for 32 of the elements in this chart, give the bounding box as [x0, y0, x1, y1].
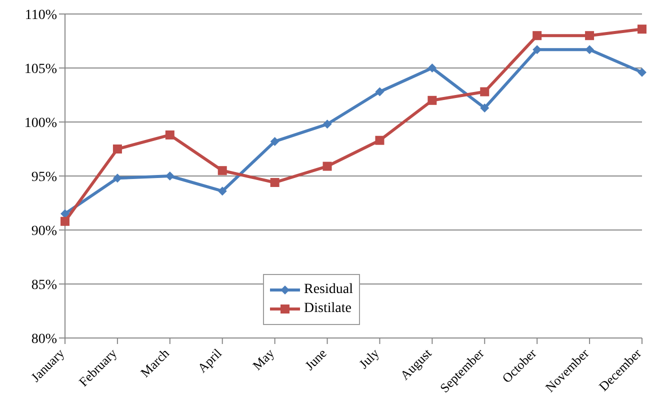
- y-tick-label: 90%: [31, 224, 58, 239]
- point: [638, 24, 646, 34]
- point: [270, 178, 280, 187]
- point: [218, 186, 227, 196]
- y-tick-label: 95%: [31, 170, 58, 185]
- y-tick-label: 80%: [31, 332, 58, 347]
- x-tick-label: May: [249, 345, 278, 373]
- point: [585, 45, 594, 54]
- point: [585, 31, 594, 40]
- y-tick-label: 100%: [24, 116, 58, 131]
- point: [428, 64, 437, 72]
- point: [165, 130, 174, 140]
- point: [218, 166, 227, 176]
- point: [112, 144, 122, 154]
- point: [60, 216, 70, 226]
- x-tick-label: July: [356, 345, 382, 372]
- point: [322, 162, 332, 171]
- y-tick-label: 110%: [24, 8, 58, 23]
- point: [480, 87, 490, 96]
- point: [638, 68, 646, 77]
- point: [322, 120, 332, 129]
- y-tick-label: 85%: [31, 278, 58, 293]
- point: [270, 136, 280, 146]
- legend-label: Distilate: [304, 301, 352, 317]
- point: [480, 103, 490, 112]
- x-tick-label: June: [302, 345, 330, 373]
- point: [532, 31, 542, 40]
- point: [428, 96, 437, 105]
- point: [375, 87, 384, 96]
- point: [375, 136, 384, 145]
- y-tick-label: 105%: [24, 62, 58, 77]
- legend-label: Residual: [304, 282, 353, 298]
